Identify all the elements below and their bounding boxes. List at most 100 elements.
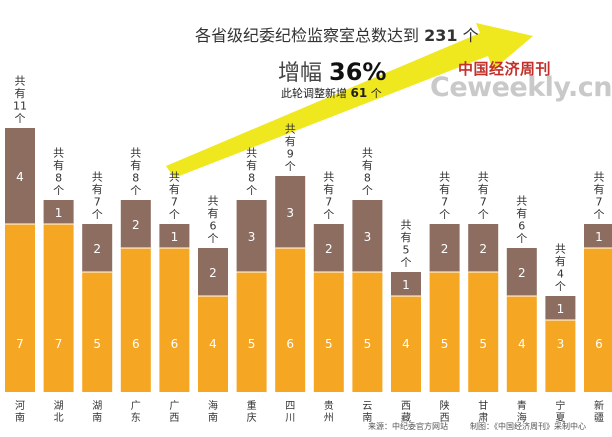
bar-base-value-label: 5 [441,337,449,351]
new-prefix: 此轮调整新增 [281,87,347,100]
category-label: 庆 [247,411,257,424]
bar-added-value-label: 2 [209,266,217,280]
bar-added-value-label: 3 [248,230,256,244]
bar-added-segment [429,224,460,272]
category-label: 甘 [478,399,488,412]
category-label: 新 [594,399,604,412]
bar-total-label: 8 [364,172,371,185]
bar-base-segment [545,320,576,392]
category-label: 州 [324,412,334,424]
bar-added-value-label: 2 [93,242,101,256]
bar-added-segment [506,248,537,296]
bar-added-segment [159,224,190,248]
bar-base-value-label: 6 [171,337,179,351]
bar-total-label: 共 [53,147,64,160]
brand-logo-cn: 中国经济周刊 [458,60,552,78]
growth-value: 36% [329,58,387,86]
bar-total-label: 有 [246,158,257,172]
bar-total-label: 个 [362,184,373,197]
bar-total-label: 个 [53,184,64,197]
new-unit: 个 [370,87,382,100]
bar-base-value-label: 5 [325,337,333,351]
bar-total-label: 有 [401,230,412,244]
bar-total-label: 5 [403,244,410,257]
bar-base-value-label: 7 [55,337,63,351]
bar-total-label: 共 [208,195,219,208]
bar-added-value-label: 2 [441,242,449,256]
category-label: 北 [54,412,64,424]
trend-arrow-shape [166,23,533,178]
bar-total-label: 共 [130,147,141,160]
bar-total-label: 11 [13,100,27,113]
category-label: 肃 [478,412,488,424]
bar-total-label: 共 [594,171,605,184]
category-label: 贵 [324,399,334,412]
bar-added-segment [545,296,576,320]
category-label: 湖 [92,400,102,412]
credit-note: 制图：《中国经济周刊》采制中心 [470,422,586,431]
bar-total-label: 个 [92,208,103,221]
bar-base-value-label: 5 [248,337,256,351]
bar-added-segment [313,224,344,272]
category-label: 海 [208,399,218,412]
bar-total-label: 有 [516,206,527,220]
bar-total-label: 个 [285,160,296,173]
bar-added-value-label: 1 [402,278,410,292]
brand-logo-en: Ceweekly.cn [430,72,612,103]
bar-base-value-label: 6 [132,337,140,351]
category-label: 南 [15,411,25,424]
source-note: 来源：中纪委官方网站 [368,422,448,431]
bar-total-label: 个 [516,232,527,245]
category-label: 南 [92,411,102,424]
bar-base-segment [5,224,35,392]
new-added-line: 此轮调整新增 61 个 [281,85,382,101]
bar-total-label: 有 [53,158,64,172]
bar-total-label: 共 [516,195,527,208]
bar-total-label: 7 [171,196,178,209]
bar-total-label: 7 [480,196,487,209]
bar-total-label: 6 [518,220,525,233]
category-label: 海 [517,411,527,424]
bar-added-segment [43,200,74,224]
category-label: 广 [169,400,179,412]
bar-base-segment [120,248,151,392]
category-label: 河 [15,400,25,412]
bar-added-segment [120,200,151,248]
bar-total-label: 8 [55,172,62,185]
bar-total-label: 共 [439,171,450,184]
category-label: 重 [247,399,257,412]
bar-base-value-label: 7 [16,337,24,351]
bar-base-segment [352,272,383,392]
headline-prefix: 各省级纪委纪检监察室总数达到 [195,26,420,45]
bar-total-label: 有 [169,182,180,196]
headline-number: 231 [424,26,458,45]
bar-total-label: 有 [15,86,26,100]
bar-total-label: 个 [401,256,412,269]
bar-base-value-label: 4 [402,337,410,351]
growth-label: 增幅 [278,61,323,86]
bar-added-value-label: 2 [479,242,487,256]
bar-base-segment [198,296,228,392]
bar-total-label: 有 [323,182,334,196]
bar-total-label: 有 [439,182,450,196]
bar-added-segment [352,200,383,272]
bar-added-value-label: 1 [595,230,603,244]
bar-added-segment [391,272,421,296]
bar-total-label: 8 [132,172,139,185]
bar-base-value-label: 5 [93,337,101,351]
bar-base-segment [313,272,344,392]
category-label: 疆 [594,412,604,424]
bar-total-label: 共 [285,123,296,136]
bar-added-segment [468,224,499,272]
bar-added-segment [198,248,228,296]
category-label: 四 [285,401,295,412]
bar-total-label: 有 [362,158,373,172]
bar-total-label: 个 [439,208,450,221]
bar-base-segment [506,296,537,392]
category-label: 陕 [440,399,450,412]
bar-added-value-label: 4 [16,170,24,184]
bar-total-label: 共 [92,171,103,184]
bar-total-label: 有 [92,182,103,196]
